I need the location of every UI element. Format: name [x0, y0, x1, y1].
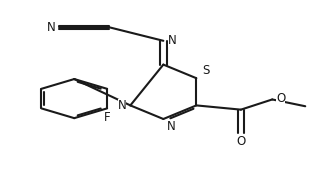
Text: F: F: [104, 111, 111, 124]
Text: S: S: [202, 64, 209, 77]
Text: O: O: [236, 135, 246, 148]
Text: N: N: [168, 34, 177, 47]
Text: N: N: [167, 120, 176, 133]
Text: O: O: [276, 92, 285, 105]
Text: N: N: [117, 99, 126, 112]
Text: N: N: [47, 21, 56, 34]
